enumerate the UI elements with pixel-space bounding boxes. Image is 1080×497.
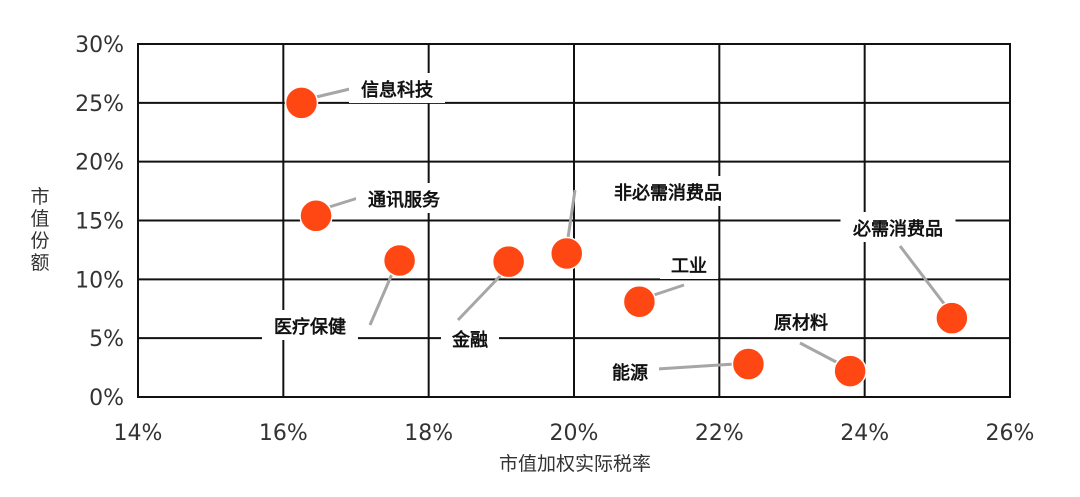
point-label: 工业 <box>671 256 707 277</box>
label-leaders <box>311 86 947 371</box>
point-label-bg <box>601 356 659 386</box>
point-label: 能源 <box>612 362 648 384</box>
data-point <box>549 236 584 271</box>
label-leader-line <box>898 245 947 306</box>
data-point <box>382 243 417 278</box>
data-points <box>284 86 969 388</box>
label-leader-line <box>311 86 355 100</box>
label-leader-line <box>799 341 841 366</box>
y-tick-labels: 0% 5% 10% 15% 20% 25% 30% <box>75 33 124 411</box>
y-tick-label: 0% <box>89 386 124 411</box>
y-tick-label: 5% <box>89 327 124 352</box>
label-leader-line <box>325 196 359 210</box>
label-leader-line <box>656 362 736 371</box>
x-tick-label: 22% <box>695 421 744 446</box>
data-point <box>491 244 526 279</box>
y-tick-label: 10% <box>75 268 124 293</box>
point-label: 通讯服务 <box>368 189 441 211</box>
x-tick-label: 16% <box>259 421 308 446</box>
data-point <box>299 199 333 233</box>
point-label-bg <box>840 212 956 242</box>
point-label-bg <box>262 310 358 340</box>
data-point <box>731 347 766 381</box>
point-label: 医疗保健 <box>274 316 346 338</box>
point-label-bg <box>356 183 452 213</box>
point-label-bg <box>349 73 445 103</box>
data-point <box>622 284 657 319</box>
point-label-bg <box>441 323 499 353</box>
x-axis-label: 市值加权实际税率 <box>499 453 651 475</box>
plot-frame <box>137 43 1011 398</box>
x-tick-labels: 14% 16% 18% 20% 22% 24% 26% <box>114 421 1035 446</box>
point-label: 信息科技 <box>361 79 434 101</box>
point-label-bg <box>601 176 735 206</box>
point-label-bg <box>762 306 840 336</box>
x-tick-label: 20% <box>550 421 599 446</box>
plot-border <box>137 43 1011 398</box>
y-axis-label: 市值份额 <box>30 186 49 274</box>
x-tick-label: 24% <box>840 421 889 446</box>
y-tick-label: 20% <box>75 151 124 176</box>
point-label: 金融 <box>451 329 488 351</box>
data-point <box>935 301 969 335</box>
x-tick-label: 18% <box>404 421 453 446</box>
y-tick-label: 15% <box>75 210 124 235</box>
x-tick-label: 26% <box>986 421 1035 446</box>
label-leader-line <box>566 189 577 239</box>
point-label-bg <box>660 249 718 279</box>
label-leader-line <box>368 273 394 326</box>
label-leader-line <box>456 271 505 322</box>
y-tick-label: 30% <box>75 33 124 58</box>
point-label: 非必需消费品 <box>614 182 722 204</box>
point-label: 原材料 <box>774 312 828 334</box>
x-tick-label: 14% <box>114 421 163 446</box>
point-label: 必需消费品 <box>852 218 943 240</box>
data-point <box>284 86 319 120</box>
y-tick-label: 25% <box>75 92 124 117</box>
data-point <box>833 354 867 388</box>
